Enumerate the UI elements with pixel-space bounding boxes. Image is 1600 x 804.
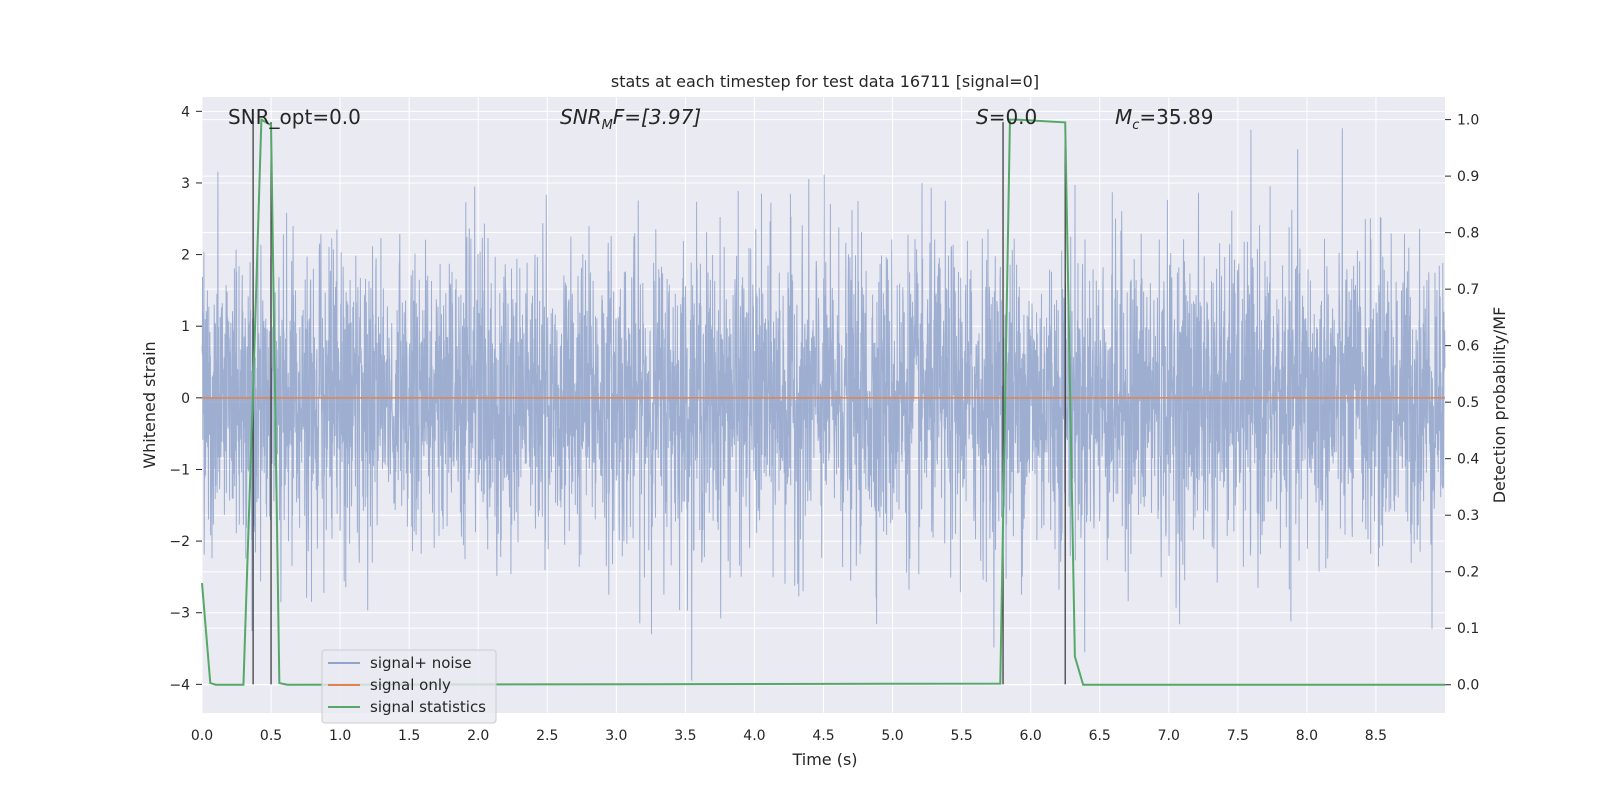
x-tick-label: 8.5 xyxy=(1365,728,1387,744)
x-tick-label: 4.5 xyxy=(812,728,834,744)
x-tick-label: 0.5 xyxy=(260,728,282,744)
signal-noise-line xyxy=(201,128,1446,681)
y-tick-label: −2 xyxy=(169,534,190,550)
y-right-tick-label: 0.4 xyxy=(1457,452,1479,468)
x-tick-label: 1.5 xyxy=(398,728,420,744)
y-tick-label: 2 xyxy=(181,248,190,264)
signal-noise-series xyxy=(201,128,1446,681)
signal-statistics-line xyxy=(201,117,1445,686)
x-tick-label: 3.0 xyxy=(605,728,627,744)
legend-label-signal-statistics: signal statistics xyxy=(370,698,486,716)
legend-label-signal-only: signal only xyxy=(370,676,451,694)
x-tick-label: 2.0 xyxy=(467,728,489,744)
annotation-snr-mf: SNRMF=[3.97] xyxy=(560,105,701,133)
x-tick-label: 1.0 xyxy=(329,728,351,744)
y-tick-label: 3 xyxy=(181,176,190,192)
x-tick-label: 2.5 xyxy=(536,728,558,744)
x-tick-label: 8.0 xyxy=(1296,728,1318,744)
x-tick-label: 6.5 xyxy=(1089,728,1111,744)
y-axis-right-label: Detection probability/MF xyxy=(1490,307,1509,504)
y-right-tick-label: 0.7 xyxy=(1457,282,1479,298)
y-right-tick-label: 1.0 xyxy=(1457,113,1479,129)
x-tick-label: 5.5 xyxy=(950,728,972,744)
x-tick-label: 6.0 xyxy=(1020,728,1042,744)
y-tick-label: 0 xyxy=(181,391,190,407)
y-right-tick-label: 0.6 xyxy=(1457,339,1479,355)
y-right-tick-label: 0.1 xyxy=(1457,621,1479,637)
x-tick-label: 7.0 xyxy=(1158,728,1180,744)
x-tick-label: 7.5 xyxy=(1227,728,1249,744)
y-tick-label: 1 xyxy=(181,319,190,335)
annotation-s: S=0.0 xyxy=(976,105,1037,129)
x-tick-label: 4.0 xyxy=(743,728,765,744)
legend-box xyxy=(321,649,497,724)
legend: signal+ noise signal only signal statist… xyxy=(321,649,497,724)
annotations: SNR_opt=0.0 SNRMF=[3.97] S=0.0 Mc=35.89 xyxy=(228,105,1213,133)
annotation-snr-opt: SNR_opt=0.0 xyxy=(228,105,361,129)
chart-title: stats at each timestep for test data 167… xyxy=(611,72,1039,91)
y-right-tick-label: 0.8 xyxy=(1457,226,1479,242)
y-right-tick-label: 0.0 xyxy=(1457,678,1479,694)
y-tick-label: −3 xyxy=(169,606,190,622)
y-right-tick-label: 0.3 xyxy=(1457,508,1479,524)
y-right-tick-label: 0.2 xyxy=(1457,565,1479,581)
y-axis-label: Whitened strain xyxy=(140,341,159,468)
x-axis-label: Time (s) xyxy=(791,750,857,769)
y-tick-label: 4 xyxy=(181,104,190,120)
y-right-tick-label: 0.5 xyxy=(1457,395,1479,411)
y-tick-label: −1 xyxy=(169,462,190,478)
x-tick-label: 5.0 xyxy=(881,728,903,744)
legend-label-signal-noise: signal+ noise xyxy=(370,654,472,672)
x-tick-label: 3.5 xyxy=(674,728,696,744)
y-right-tick-label: 0.9 xyxy=(1457,169,1479,185)
y-tick-label: −4 xyxy=(169,677,190,693)
x-tick-label: 0.0 xyxy=(191,728,213,744)
annotation-mc: Mc=35.89 xyxy=(1115,105,1213,133)
